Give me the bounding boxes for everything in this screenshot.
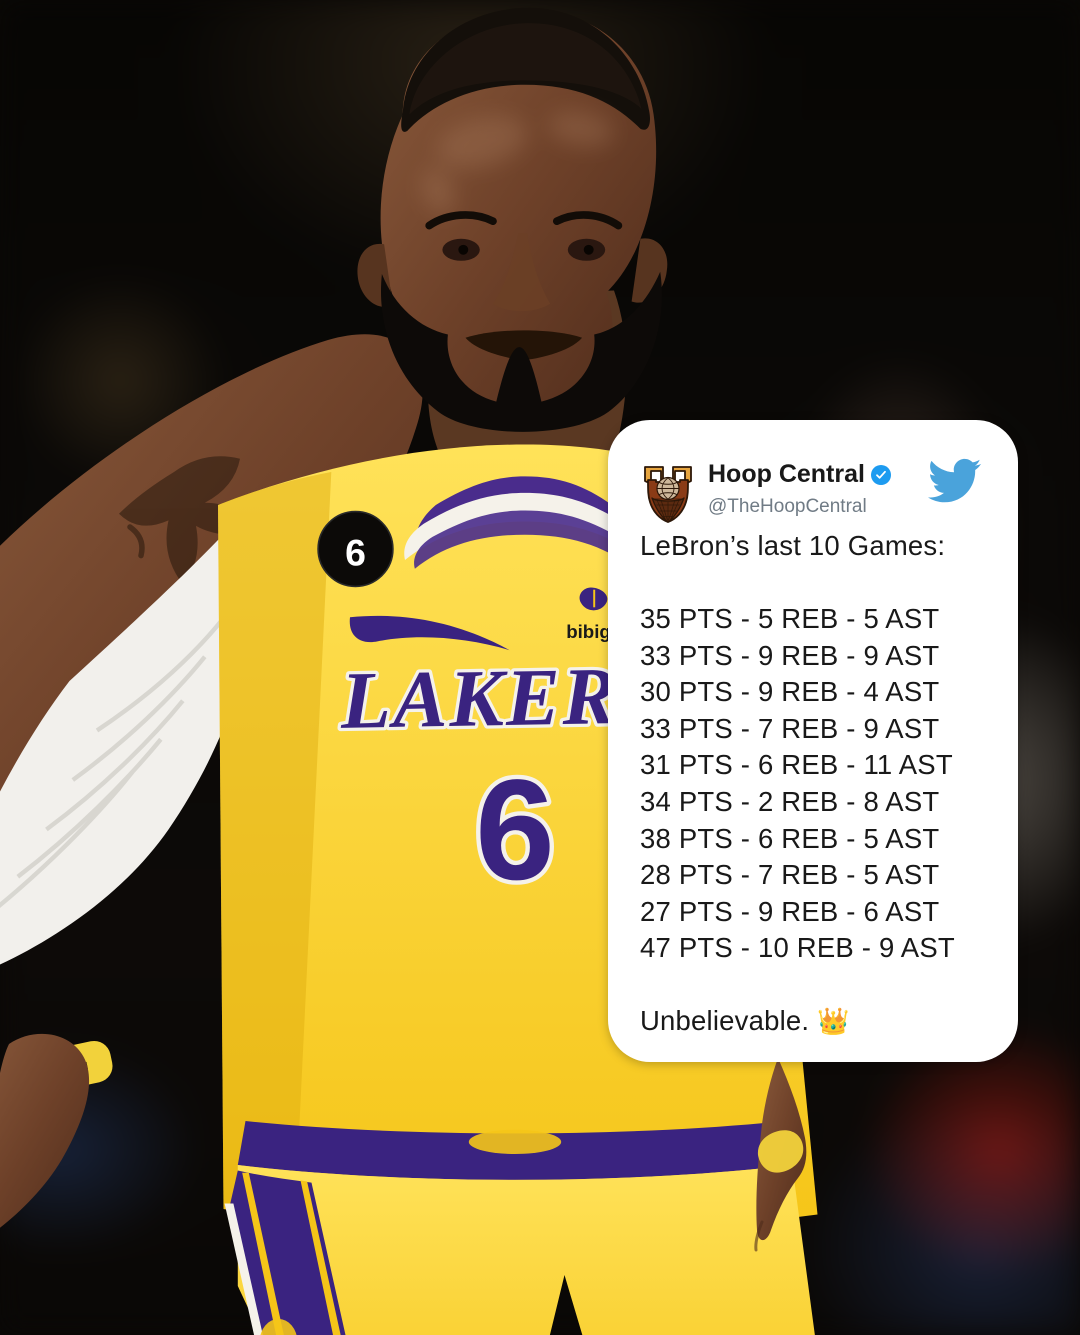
svg-text:L: L — [273, 1332, 284, 1335]
svg-text:6: 6 — [345, 532, 366, 574]
svg-text:6: 6 — [475, 751, 555, 910]
